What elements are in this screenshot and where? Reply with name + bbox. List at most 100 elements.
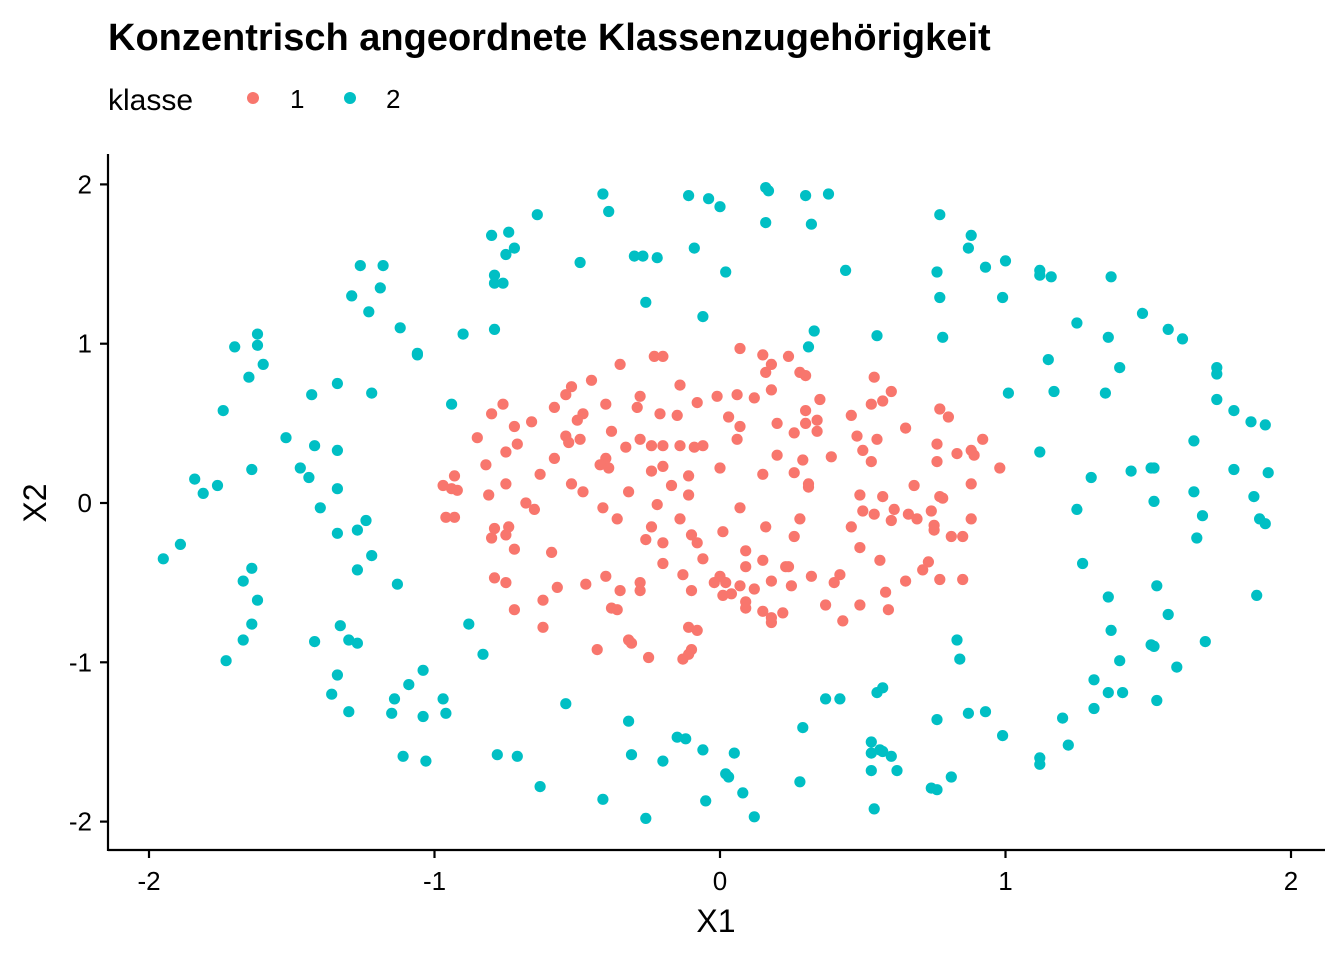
- data-point-class-1: [511, 438, 523, 450]
- data-point-class-1: [794, 513, 806, 525]
- data-point-class-1: [911, 513, 923, 525]
- data-point-class-1: [882, 604, 895, 616]
- data-point-class-1: [683, 470, 695, 482]
- data-point-class-1: [965, 478, 977, 490]
- data-point-class-2: [1088, 674, 1100, 686]
- data-point-class-1: [877, 491, 889, 503]
- data-point-class-1: [634, 390, 646, 402]
- data-point-class-2: [417, 710, 429, 723]
- data-point-class-2: [251, 594, 264, 606]
- data-point-class-1: [643, 651, 655, 664]
- data-point-class-1: [671, 409, 683, 421]
- data-point-class-2: [486, 229, 498, 241]
- data-point-class-1: [868, 371, 880, 383]
- data-point-class-2: [488, 323, 501, 335]
- data-point-class-1: [922, 556, 935, 568]
- data-point-class-2: [211, 479, 224, 492]
- data-point-class-2: [794, 776, 806, 788]
- data-point-class-1: [483, 489, 495, 501]
- data-point-class-2: [931, 784, 943, 796]
- data-point-class-1: [734, 502, 746, 514]
- data-point-class-2: [1102, 331, 1114, 343]
- data-point-class-1: [800, 417, 812, 429]
- data-point-class-2: [1248, 491, 1260, 503]
- data-point-class-2: [937, 331, 949, 343]
- data-point-class-2: [797, 722, 809, 734]
- data-point-class-2: [1088, 702, 1100, 715]
- data-point-class-1: [683, 489, 695, 501]
- data-point-class-1: [828, 577, 840, 589]
- data-point-class-2: [157, 553, 169, 565]
- data-point-class-2: [1171, 661, 1183, 673]
- data-point-class-1: [865, 456, 877, 468]
- data-point-class-2: [237, 634, 249, 646]
- data-point-class-2: [625, 749, 638, 761]
- data-point-class-1: [674, 513, 686, 525]
- data-point-class-2: [597, 188, 609, 200]
- data-point-class-2: [440, 707, 452, 719]
- data-point-class-2: [865, 765, 877, 777]
- data-point-class-2: [697, 311, 709, 323]
- legend-marker-1: [247, 92, 259, 104]
- y-tick-label: -2: [69, 807, 92, 837]
- data-point-class-1: [765, 384, 778, 396]
- data-point-class-1: [942, 411, 955, 423]
- data-point-class-2: [714, 201, 726, 213]
- data-point-class-1: [623, 486, 635, 498]
- data-point-class-2: [1262, 467, 1274, 479]
- data-point-class-1: [731, 433, 743, 445]
- data-point-class-2: [865, 747, 877, 759]
- data-point-class-2: [1151, 694, 1163, 707]
- data-point-class-1: [717, 526, 729, 538]
- data-point-class-1: [885, 385, 897, 398]
- y-tick-label: -1: [69, 647, 92, 677]
- data-point-class-2: [1042, 354, 1054, 366]
- chart-title: Konzentrisch angeordnete Klassenzugehöri…: [108, 17, 991, 59]
- data-point-class-2: [437, 693, 449, 705]
- data-point-class-1: [697, 440, 709, 452]
- data-point-class-1: [537, 621, 549, 633]
- data-point-class-1: [648, 350, 660, 362]
- data-point-class-1: [811, 414, 823, 426]
- data-point-class-2: [1057, 712, 1069, 724]
- data-point-class-2: [303, 471, 315, 484]
- data-point-class-1: [685, 585, 698, 597]
- data-point-class-1: [546, 546, 558, 559]
- data-point-class-2: [331, 527, 343, 539]
- data-point-class-2: [366, 550, 378, 562]
- data-point-class-1: [965, 513, 977, 525]
- x-tick-label: 1: [998, 866, 1012, 896]
- data-point-class-1: [620, 441, 632, 453]
- data-point-class-2: [891, 765, 903, 777]
- data-point-class-2: [1188, 435, 1200, 447]
- data-point-class-1: [757, 349, 769, 361]
- data-point-class-1: [957, 530, 969, 543]
- data-point-class-2: [934, 209, 946, 221]
- data-point-class-2: [728, 747, 740, 759]
- data-point-class-2: [720, 266, 732, 278]
- data-point-class-1: [508, 604, 520, 616]
- legend: klasse 1 2: [108, 84, 400, 117]
- data-point-class-1: [900, 422, 912, 434]
- data-point-class-1: [708, 577, 720, 589]
- data-point-class-2: [374, 282, 386, 294]
- data-point-class-2: [1148, 462, 1160, 474]
- data-point-class-1: [674, 379, 686, 391]
- data-point-class-1: [625, 637, 638, 649]
- data-point-class-2: [999, 255, 1012, 267]
- data-point-class-2: [343, 634, 355, 646]
- data-point-class-1: [585, 374, 598, 386]
- data-point-class-1: [603, 462, 615, 474]
- data-point-class-1: [688, 441, 700, 453]
- data-point-class-2: [700, 795, 712, 807]
- data-point-class-1: [571, 414, 583, 426]
- data-point-class-1: [657, 537, 669, 549]
- data-point-class-2: [246, 562, 258, 574]
- data-point-class-2: [331, 377, 343, 390]
- data-point-class-1: [645, 465, 658, 477]
- data-point-class-2: [671, 731, 683, 743]
- data-point-class-1: [785, 580, 798, 592]
- data-point-class-1: [734, 342, 746, 355]
- data-point-class-2: [597, 793, 609, 805]
- data-point-class-1: [651, 499, 663, 511]
